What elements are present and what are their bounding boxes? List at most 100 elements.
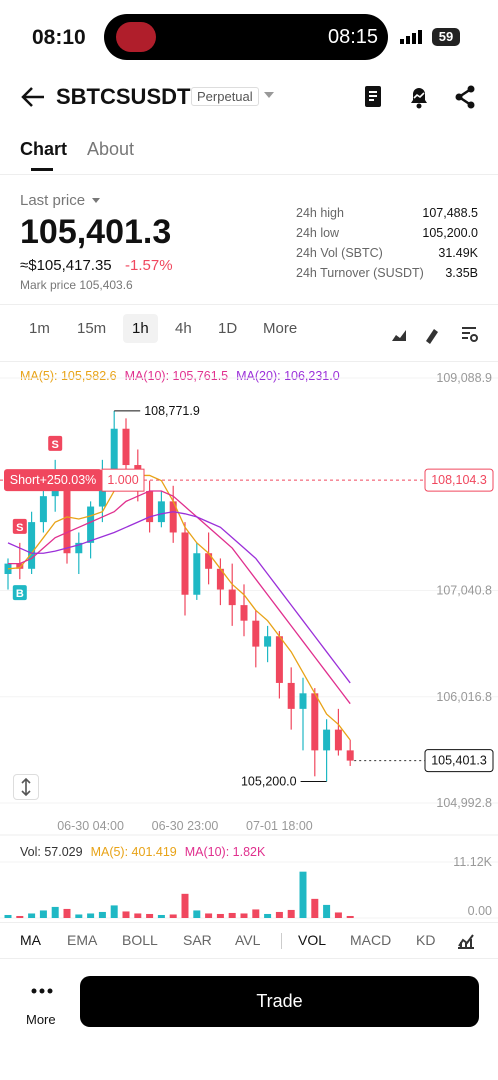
candle-body — [299, 693, 307, 709]
volume-bar — [275, 911, 283, 918]
volume-bar — [87, 913, 95, 918]
candle-body — [16, 563, 24, 569]
x-tick-label: 06-30 23:00 — [152, 819, 219, 833]
team-logo — [116, 22, 156, 52]
y-tick-label: 109,088.9 — [436, 371, 492, 385]
stat-label: 24h low — [296, 226, 340, 240]
last-price-box — [424, 749, 494, 773]
volume-bar — [98, 911, 106, 918]
indicator-tab[interactable]: AVL — [235, 932, 261, 948]
vol-legend: MA(10): 1.82K — [185, 845, 266, 859]
trade-marker-label: S — [16, 522, 23, 534]
volume-bar — [299, 871, 307, 918]
y-tick-label: 11.12K — [453, 855, 492, 869]
volume-bar — [193, 910, 201, 918]
trade-marker-label: B — [16, 588, 24, 600]
volume-bar — [216, 913, 224, 918]
mark-price: Mark price 105,403.6 — [20, 278, 133, 292]
candle-body — [110, 428, 118, 471]
dropdown[interactable] — [92, 198, 100, 204]
volume-bar — [181, 893, 189, 918]
indicator-tab[interactable]: SAR — [183, 932, 212, 948]
volume-bar — [63, 908, 71, 918]
trade-button[interactable]: Trade — [80, 976, 479, 1027]
volume-bar — [228, 912, 236, 918]
candle-body — [228, 589, 236, 606]
battery: 59 — [432, 28, 460, 46]
volume-bar — [287, 909, 295, 918]
y-tick-label: 106,016.8 — [436, 690, 492, 704]
candle-body — [122, 428, 130, 466]
more-icon[interactable] — [31, 988, 53, 994]
trade-marker-label: S — [52, 439, 59, 451]
volume-bar — [346, 915, 354, 918]
indicator-settings[interactable] — [457, 931, 475, 949]
volume-bar — [157, 914, 165, 918]
candle-body — [157, 501, 165, 523]
volume-bar — [51, 906, 59, 918]
interval[interactable]: 1h — [123, 314, 158, 343]
indicator-tab[interactable]: BOLL — [122, 932, 158, 948]
interval[interactable]: 15m — [77, 320, 107, 337]
interval[interactable]: 1m — [29, 320, 50, 337]
last-price-tag: 105,401.3 — [431, 754, 487, 768]
ma-line — [8, 490, 351, 705]
divider — [0, 304, 498, 305]
x-tick-label: 07-01 18:00 — [246, 819, 313, 833]
candle-body — [28, 522, 36, 569]
symbol[interactable]: SBTCSUSDT — [56, 84, 191, 109]
ma-legend: MA(10): 105,761.5 — [125, 369, 229, 383]
resize-button[interactable] — [13, 774, 39, 800]
indicator-tab[interactable]: KD — [416, 932, 436, 948]
indicator-divider — [281, 933, 282, 949]
volume-bar — [75, 914, 83, 918]
interval[interactable]: More — [263, 320, 298, 337]
indicator-tab[interactable]: MACD — [350, 932, 392, 948]
status-time: 08:10 — [32, 26, 86, 49]
candle-body — [346, 750, 354, 761]
last-price-label: Last price — [20, 192, 86, 209]
alert-icon[interactable] — [408, 85, 430, 109]
indicator-tab[interactable]: VOL — [298, 932, 327, 948]
ma-line — [7, 511, 351, 684]
volume-bar — [205, 913, 213, 918]
position-price: 108,104.3 — [431, 473, 487, 487]
stat-value: 105,200.0 — [422, 226, 478, 240]
indicator-tab[interactable]: MA — [20, 932, 41, 948]
price-chart[interactable]: MA(5): 105,582.6 MA(10): 105,761.5 MA(20):… — [0, 362, 498, 932]
y-tick-label: 104,992.8 — [436, 796, 492, 810]
volume-bar — [16, 915, 24, 918]
ma-legend: MA(20): 106,231.0 — [236, 369, 340, 383]
dynamic-island: 08:15 — [104, 14, 388, 60]
more-label[interactable]: More — [26, 1012, 56, 1027]
interval[interactable]: 1D — [218, 320, 238, 337]
tab[interactable]: Chart — [20, 139, 68, 159]
stat-value: 31.49K — [438, 246, 478, 260]
interval[interactable]: 4h — [175, 320, 192, 337]
indicator-tab[interactable]: EMA — [67, 932, 98, 948]
orders-icon[interactable] — [363, 85, 383, 109]
candle-body — [275, 636, 283, 683]
volume-bar — [323, 904, 331, 918]
share-icon[interactable] — [454, 85, 476, 109]
change: -1.57% — [125, 257, 173, 274]
last-price: 105,401.3 — [20, 213, 172, 251]
high-label: 108,771.9 — [144, 404, 200, 418]
low-label: 105,200.0 — [241, 775, 297, 789]
stat-value: 107,488.5 — [422, 206, 478, 220]
volume-bar — [122, 911, 130, 918]
tool-icons[interactable] — [390, 325, 480, 345]
back-button[interactable] — [20, 85, 46, 109]
volume-bar — [169, 914, 177, 918]
candle-body — [169, 501, 177, 533]
stat-label: 24h Turnover (SUSDT) — [296, 266, 424, 280]
volume-bar — [240, 913, 248, 918]
volume-bar — [28, 913, 36, 918]
candle-body — [334, 729, 342, 751]
tab[interactable]: About — [87, 139, 135, 159]
volume-bar — [334, 912, 342, 918]
dropdown[interactable] — [264, 92, 274, 100]
stat-label: 24h high — [296, 206, 344, 220]
stat-label: 24h Vol (SBTC) — [296, 246, 383, 260]
